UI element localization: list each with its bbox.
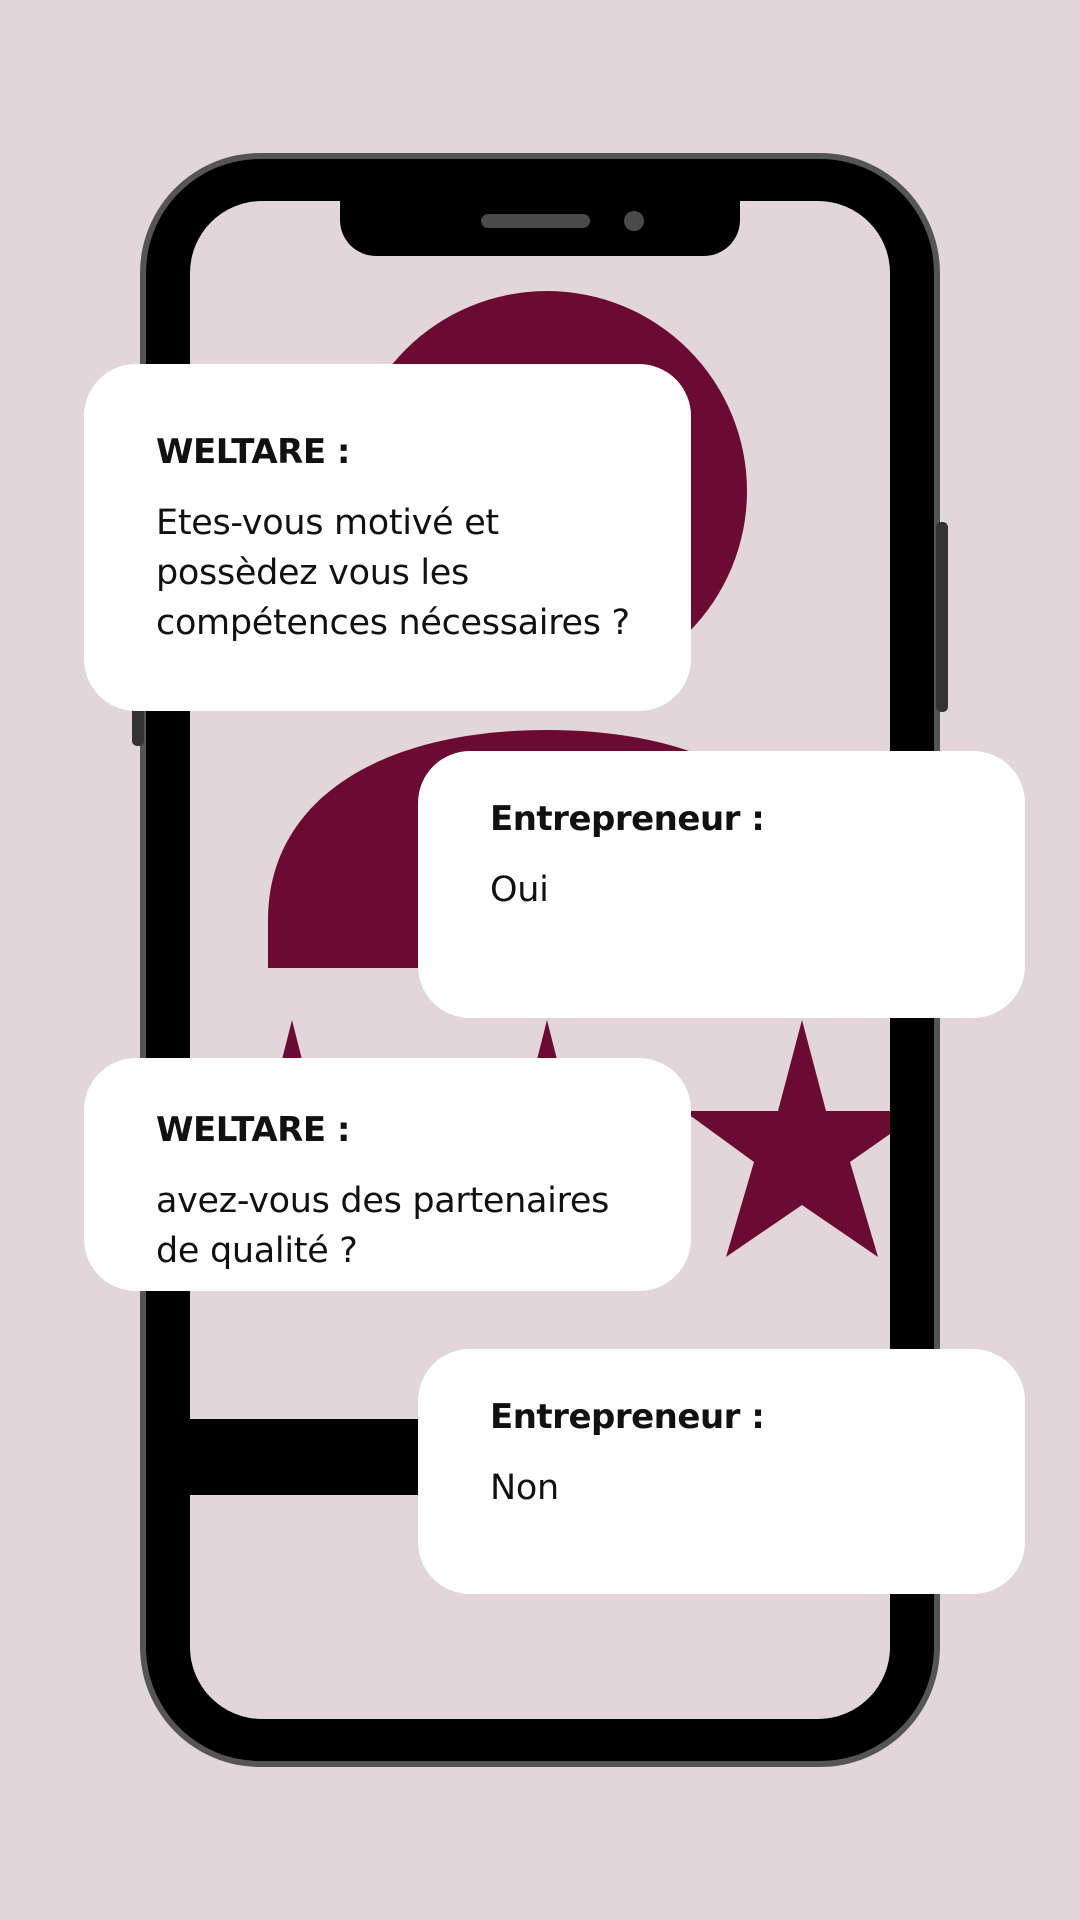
rating-star-3 xyxy=(684,1020,890,1257)
message-text: Etes-vous motivé et possèdez vous les co… xyxy=(156,503,630,643)
message-sender: Entrepreneur : xyxy=(490,799,765,839)
chat-bubble-weltare-2: WELTARE : avez-vous des partenaires de q… xyxy=(84,1058,691,1291)
message-sender: WELTARE : xyxy=(156,1110,350,1150)
message-text: Non xyxy=(490,1468,559,1508)
chat-bubble-entrepreneur-1: Entrepreneur : Oui xyxy=(418,751,1025,1018)
message-text: Oui xyxy=(490,870,549,910)
message-sender: Entrepreneur : xyxy=(490,1397,765,1437)
chat-bubble-weltare-1: WELTARE : Etes-vous motivé et possèdez v… xyxy=(84,364,691,711)
chat-bubble-entrepreneur-2: Entrepreneur : Non xyxy=(418,1349,1025,1594)
message-text: avez-vous des partenaires de qualité ? xyxy=(156,1181,610,1271)
message-sender: WELTARE : xyxy=(156,432,350,472)
